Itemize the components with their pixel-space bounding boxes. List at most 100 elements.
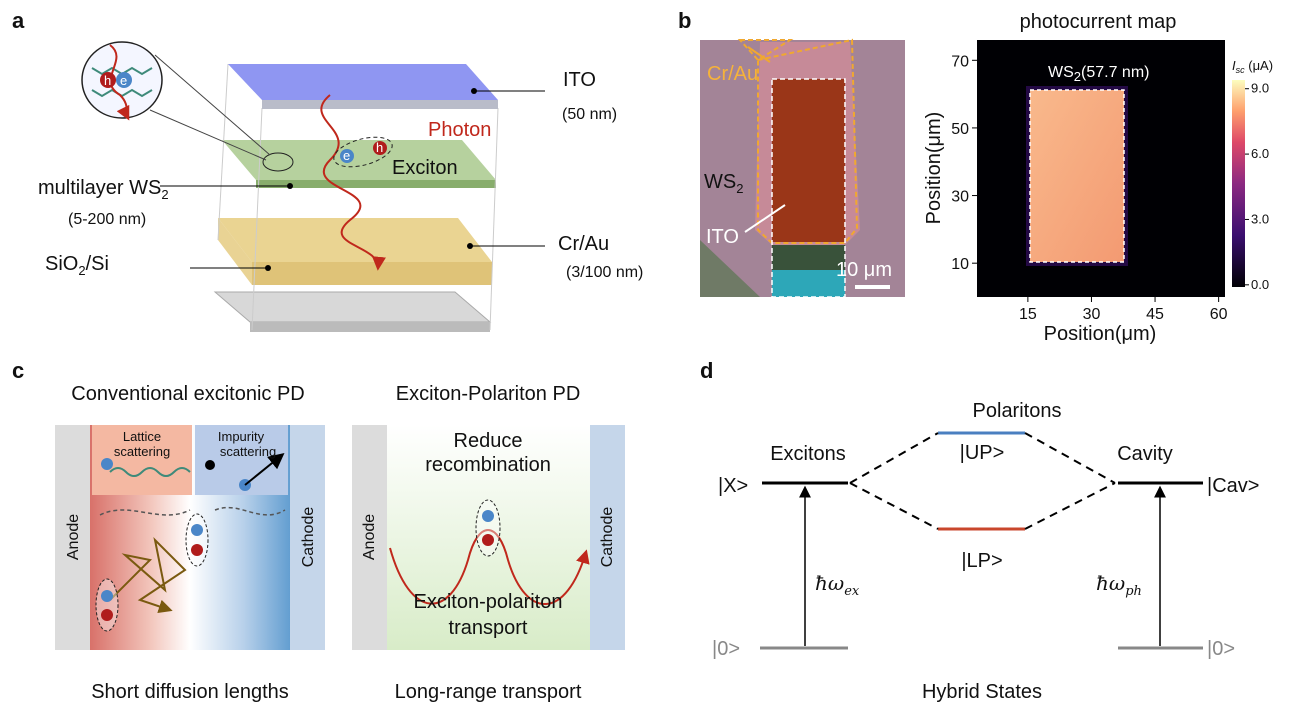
box-edge <box>490 108 498 330</box>
text-part: ħω <box>1096 571 1125 595</box>
ito-layer <box>228 64 498 100</box>
leader-dot <box>471 88 477 94</box>
text-part: Exciton-polariton <box>414 591 563 613</box>
leader-dot <box>265 265 271 271</box>
colorbar-tick-label: 9.0 <box>1251 81 1269 96</box>
y-tick-label: 10 <box>951 256 969 273</box>
colorbar <box>1232 80 1245 287</box>
colorbar-label: Isc (μA) <box>1232 58 1273 75</box>
text-part: (μA) <box>1245 58 1273 73</box>
state-label: |X> <box>718 475 748 497</box>
energy-label: ħωex <box>815 571 860 599</box>
colorbar-tick-label: 0.0 <box>1251 277 1269 292</box>
panel-title: Exciton-Polariton PD <box>396 383 581 405</box>
panel-label: a <box>12 8 25 33</box>
text-part: (57.7 nm) <box>1081 64 1149 81</box>
x-axis-label: Position(μm) <box>1044 323 1157 345</box>
text-part: SiO <box>45 253 78 275</box>
text-part: scattering <box>220 444 276 459</box>
exciton <box>96 579 118 631</box>
caption: Short diffusion lengths <box>91 681 289 703</box>
layer-label: SiO2/Si <box>45 253 109 278</box>
hole <box>101 609 113 621</box>
panel-label: c <box>12 358 24 383</box>
layer-thickness: (3/100 nm) <box>566 264 643 281</box>
y-tick-label: 50 <box>951 121 969 138</box>
layer-label: ITO <box>563 69 596 91</box>
caption: Hybrid States <box>922 681 1042 703</box>
colorbar-tick-label: 3.0 <box>1251 211 1269 226</box>
electrode-label: Cathode <box>599 507 616 568</box>
exciton <box>476 500 500 556</box>
x-tick-label: 30 <box>1083 306 1101 323</box>
text-part: ħω <box>815 571 844 595</box>
electrode-label: Anode <box>361 514 378 560</box>
text-part: scattering <box>114 444 170 459</box>
exciton-label: Exciton <box>392 157 458 179</box>
subscript: 2 <box>736 181 743 196</box>
energy-label: ħωph <box>1096 571 1142 599</box>
substrate-layer <box>215 292 490 322</box>
state-label: |Cav> <box>1207 475 1259 497</box>
energy-diagram <box>760 433 1203 648</box>
map-hotspot <box>1030 90 1124 262</box>
hole-label: h <box>104 73 111 88</box>
y-tick-label: 70 <box>951 53 969 70</box>
hole-label: h <box>376 140 383 155</box>
subscript: ph <box>1125 584 1142 599</box>
micrograph-label: Cr/Au <box>707 63 758 85</box>
au-layer <box>218 218 492 262</box>
x-tick-label: 60 <box>1210 306 1228 323</box>
impurity <box>205 460 215 470</box>
leader-dot <box>467 243 473 249</box>
zoom-line <box>150 110 266 160</box>
box-edge <box>218 64 228 240</box>
text-part: Impurity <box>218 429 265 444</box>
state-label: |LP> <box>961 550 1002 572</box>
y-tick-label: 30 <box>951 189 969 206</box>
figure: a b c d e h h e ITO (50 nm) Photon Excit… <box>0 0 1290 707</box>
layer-label: multilayer WS2 <box>38 177 169 202</box>
subscript: 2 <box>161 187 168 202</box>
text-part: /Si <box>86 253 109 275</box>
colorbar-tick-label: 6.0 <box>1251 146 1269 161</box>
text-part: Lattice <box>123 429 161 444</box>
electron-label: e <box>343 148 350 163</box>
text-part: multilayer WS <box>38 177 161 199</box>
x-tick-label: 15 <box>1019 306 1037 323</box>
electron-label: e <box>120 73 127 88</box>
micrograph-label: ITO <box>706 226 739 248</box>
state-label: Cavity <box>1117 443 1173 465</box>
leader-dot <box>287 183 293 189</box>
caption: Long-range transport <box>395 681 582 703</box>
electron <box>191 524 203 536</box>
x-tick-label: 45 <box>1146 306 1164 323</box>
state-label: Excitons <box>770 443 846 465</box>
scale-bar-label: 10 μm <box>836 259 892 281</box>
panel-label: b <box>678 8 691 33</box>
layer-thickness: (5-200 nm) <box>68 211 146 228</box>
au-edge <box>252 262 492 285</box>
state-label: |UP> <box>960 442 1005 464</box>
subscript: 2 <box>1074 69 1081 84</box>
panel-label: d <box>700 358 713 383</box>
subscript: ex <box>844 584 860 599</box>
layer-label: Cr/Au <box>558 233 609 255</box>
hole <box>191 544 203 556</box>
exciton <box>186 514 208 566</box>
ito-edge <box>262 100 498 109</box>
panel-title: Conventional excitonic PD <box>71 383 304 405</box>
text-part: WS <box>704 171 736 193</box>
state-label: |0> <box>1207 638 1235 660</box>
conventional-pd <box>55 425 325 650</box>
electron <box>101 458 113 470</box>
text-part: recombination <box>425 454 551 476</box>
map-title: photocurrent map <box>1020 11 1177 33</box>
subscript: 2 <box>78 263 85 278</box>
y-axis-label: Position(μm) <box>923 112 945 225</box>
text-part: Reduce <box>454 430 523 452</box>
ito-lead-dark <box>772 245 845 270</box>
state-label: Polaritons <box>973 400 1062 422</box>
electron <box>101 590 113 602</box>
text-part: WS <box>1048 64 1074 81</box>
